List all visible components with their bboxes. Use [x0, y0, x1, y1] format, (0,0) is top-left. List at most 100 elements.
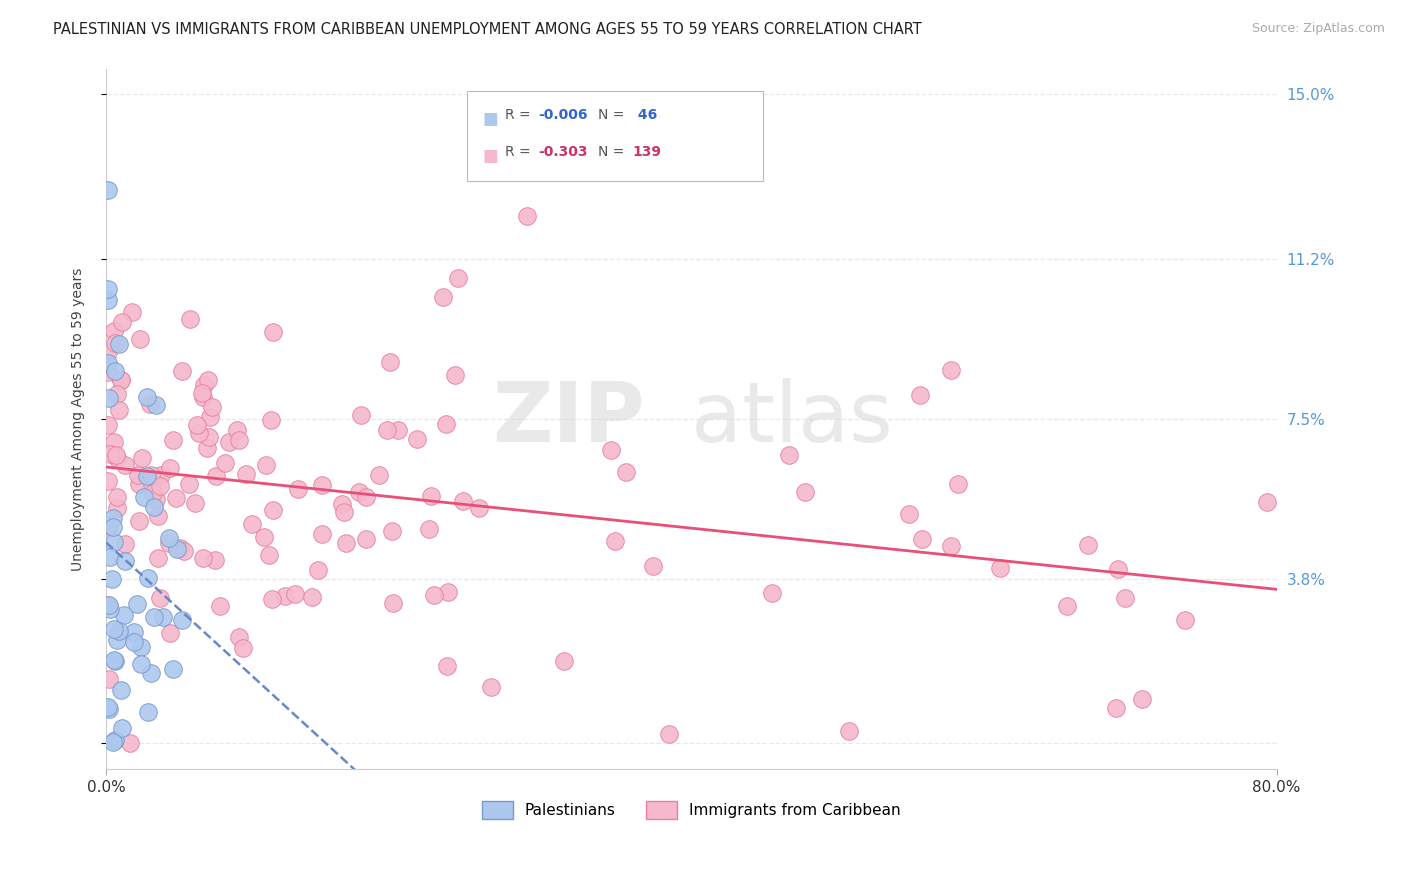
- Point: [307, 563, 329, 577]
- Point: [129, 657, 152, 671]
- Point: [103, 535, 125, 549]
- Point: [260, 592, 283, 607]
- Point: [387, 423, 409, 437]
- Point: [101, 511, 124, 525]
- Point: [121, 304, 143, 318]
- Point: [136, 390, 159, 404]
- Point: [96, 356, 118, 370]
- Point: [108, 403, 131, 417]
- Point: [129, 332, 152, 346]
- Point: [98, 519, 121, 533]
- Point: [191, 390, 214, 404]
- Point: [97, 700, 120, 714]
- Point: [432, 289, 454, 303]
- Point: [208, 599, 231, 613]
- Y-axis label: Unemployment Among Ages 55 to 59 years: Unemployment Among Ages 55 to 59 years: [72, 268, 86, 571]
- Point: [641, 559, 664, 574]
- Point: [405, 432, 427, 446]
- Point: [96, 418, 118, 433]
- Point: [98, 602, 121, 616]
- Point: [273, 589, 295, 603]
- Point: [108, 624, 131, 638]
- Point: [114, 554, 136, 568]
- Point: [378, 355, 401, 369]
- Point: [103, 653, 125, 667]
- Point: [193, 378, 215, 392]
- Point: [132, 490, 155, 504]
- Point: [145, 491, 167, 506]
- Point: [129, 640, 152, 655]
- Point: [118, 736, 141, 750]
- Point: [479, 680, 502, 694]
- Text: ■: ■: [482, 110, 498, 128]
- Point: [142, 485, 165, 500]
- Point: [149, 479, 172, 493]
- Point: [97, 474, 120, 488]
- Point: [157, 531, 180, 545]
- Point: [335, 536, 357, 550]
- Text: N =: N =: [598, 145, 628, 160]
- Point: [97, 701, 120, 715]
- Point: [422, 588, 444, 602]
- Point: [104, 654, 127, 668]
- Point: [114, 536, 136, 550]
- Point: [437, 584, 460, 599]
- Point: [141, 477, 163, 491]
- Point: [658, 726, 681, 740]
- Point: [190, 386, 212, 401]
- Point: [446, 271, 468, 285]
- Point: [228, 433, 250, 447]
- Point: [103, 435, 125, 450]
- Point: [108, 336, 131, 351]
- Point: [436, 659, 458, 673]
- Point: [330, 498, 353, 512]
- Point: [1107, 561, 1129, 575]
- Point: [159, 626, 181, 640]
- Point: [97, 391, 120, 405]
- Point: [162, 662, 184, 676]
- Point: [946, 476, 969, 491]
- Text: 139: 139: [633, 145, 662, 160]
- Point: [197, 373, 219, 387]
- Point: [104, 448, 127, 462]
- Point: [172, 364, 194, 378]
- Point: [375, 423, 398, 437]
- Point: [136, 705, 159, 719]
- Point: [111, 721, 134, 735]
- Point: [97, 672, 120, 686]
- Point: [600, 443, 623, 458]
- Point: [287, 482, 309, 496]
- Point: [198, 430, 221, 444]
- Point: [778, 448, 800, 462]
- Point: [356, 490, 378, 504]
- Point: [257, 548, 280, 562]
- Point: [195, 441, 218, 455]
- Text: ■: ■: [482, 147, 498, 165]
- Point: [204, 553, 226, 567]
- Point: [262, 325, 284, 339]
- Point: [226, 423, 249, 437]
- Point: [262, 503, 284, 517]
- Point: [191, 551, 214, 566]
- Point: [188, 425, 211, 440]
- Point: [104, 732, 127, 747]
- Text: N =: N =: [598, 108, 628, 122]
- Text: ZIP: ZIP: [492, 378, 644, 459]
- Point: [128, 476, 150, 491]
- Point: [105, 451, 128, 466]
- Point: [232, 641, 254, 656]
- Point: [103, 324, 125, 338]
- Point: [111, 315, 134, 329]
- Point: [105, 386, 128, 401]
- Point: [100, 572, 122, 586]
- Point: [235, 467, 257, 482]
- Point: [162, 434, 184, 448]
- Point: [103, 335, 125, 350]
- Point: [145, 398, 167, 412]
- Point: [349, 484, 371, 499]
- Point: [284, 587, 307, 601]
- Point: [98, 598, 121, 612]
- Point: [157, 535, 180, 549]
- Point: [240, 517, 263, 532]
- Point: [103, 734, 125, 748]
